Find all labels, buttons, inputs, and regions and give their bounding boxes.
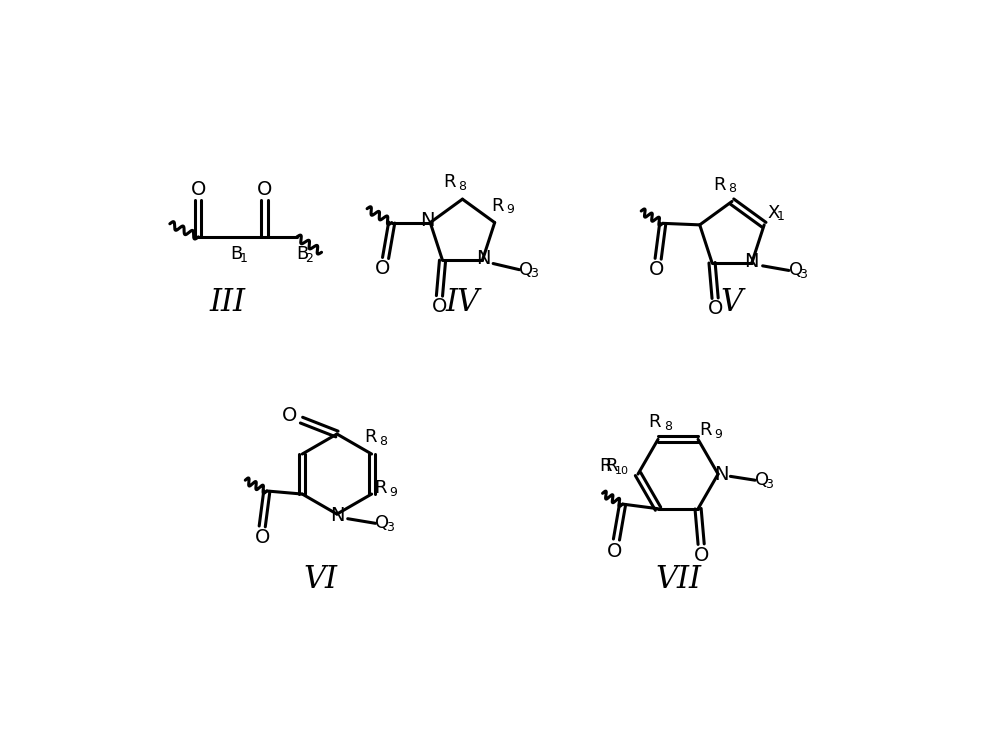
Text: R: R <box>375 479 387 497</box>
Text: 2: 2 <box>305 252 313 265</box>
Text: III: III <box>210 287 246 318</box>
Text: N: N <box>714 464 728 484</box>
Text: 9: 9 <box>507 203 514 217</box>
Text: B: B <box>296 245 308 263</box>
Text: 3: 3 <box>799 268 807 281</box>
Text: Q: Q <box>789 261 803 280</box>
Text: R: R <box>364 428 376 446</box>
Text: R: R <box>649 413 661 431</box>
Text: O: O <box>191 180 206 200</box>
Text: O: O <box>649 260 664 279</box>
Text: VII: VII <box>655 564 701 595</box>
Text: 3: 3 <box>530 267 538 280</box>
Text: O: O <box>432 297 447 316</box>
Text: N: N <box>420 211 434 230</box>
Text: O: O <box>693 546 709 565</box>
Text: 9: 9 <box>390 485 398 499</box>
Text: R: R <box>700 421 712 439</box>
Text: O: O <box>255 528 270 548</box>
Text: R: R <box>606 457 618 476</box>
Text: V: V <box>721 287 743 318</box>
Text: B: B <box>231 245 243 263</box>
Text: R: R <box>443 173 456 191</box>
Text: O: O <box>282 406 298 425</box>
Text: 8: 8 <box>728 183 736 195</box>
Text: 9: 9 <box>715 428 722 441</box>
Text: R: R <box>492 197 504 214</box>
Text: O: O <box>707 300 723 318</box>
Text: R: R <box>599 457 612 476</box>
Text: IV: IV <box>445 287 479 318</box>
Text: 1: 1 <box>777 210 785 223</box>
Text: N: N <box>476 249 490 269</box>
Text: VI: VI <box>303 564 337 595</box>
Text: R: R <box>713 176 726 194</box>
Text: 8: 8 <box>458 180 466 193</box>
Text: O: O <box>375 259 390 278</box>
Text: 1: 1 <box>240 252 247 265</box>
Text: 3: 3 <box>386 521 394 534</box>
Text: 3: 3 <box>765 478 773 491</box>
Text: N: N <box>330 506 344 525</box>
Text: Q: Q <box>519 260 533 279</box>
Text: X: X <box>767 203 780 222</box>
Text: 8: 8 <box>379 435 387 448</box>
Text: O: O <box>257 180 272 200</box>
Text: 8: 8 <box>664 420 672 433</box>
Text: N: N <box>745 252 759 271</box>
Text: O: O <box>607 542 623 560</box>
Text: Q: Q <box>755 471 769 489</box>
Text: Q: Q <box>375 514 390 532</box>
Text: 10: 10 <box>615 465 629 476</box>
